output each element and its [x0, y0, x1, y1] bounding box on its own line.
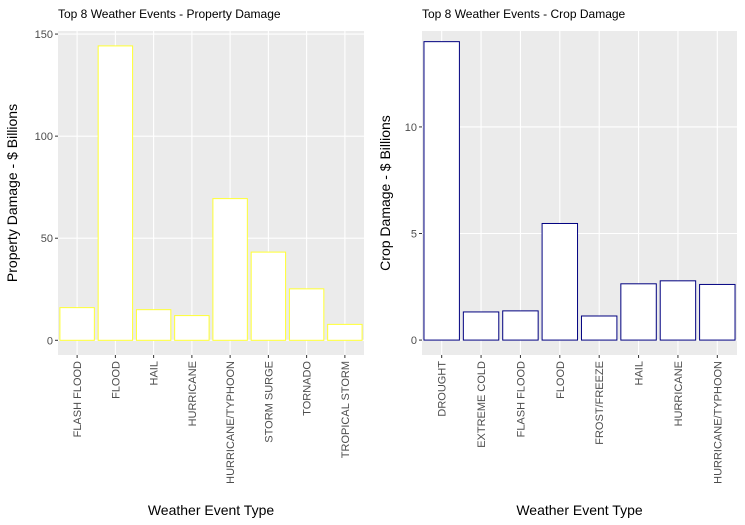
x-tick-label: HAIL: [634, 361, 646, 385]
x-tick-label: TORNADO: [302, 361, 314, 416]
bar: [659, 280, 697, 341]
bar: [502, 310, 539, 341]
y-axis-label: Crop Damage - $ Billions: [377, 115, 393, 271]
x-axis-label: Weather Event Type: [516, 502, 643, 518]
x-tick-label: HURRICANE/TYPHOON: [712, 361, 724, 484]
bar: [212, 198, 248, 341]
x-tick-label: FLOOD: [555, 361, 567, 399]
y-axis-label: Property Damage - $ Billions: [4, 104, 20, 282]
y-tick-label: 0: [47, 335, 53, 347]
y-tick-label: 5: [411, 229, 417, 241]
bar: [620, 283, 657, 341]
bar: [423, 41, 460, 341]
y-tick-label: 150: [35, 29, 53, 41]
x-tick-label: FLASH FLOOD: [515, 361, 527, 437]
bar: [327, 323, 363, 341]
x-tick-label: HURRICANE/TYPHOON: [225, 361, 237, 484]
chart-title: Top 8 Weather Events - Property Damage: [58, 7, 281, 21]
chart-title: Top 8 Weather Events - Crop Damage: [422, 7, 626, 21]
x-tick-label: FLASH FLOOD: [72, 361, 84, 437]
x-tick-label: TROPICAL STORM: [340, 361, 352, 458]
y-tick-label: 100: [35, 131, 53, 143]
x-tick-label: HAIL: [149, 361, 161, 385]
bar: [174, 315, 210, 341]
bar: [250, 251, 287, 341]
bar: [699, 283, 736, 341]
x-tick-label: DROUGHT: [437, 361, 449, 417]
bar: [541, 222, 579, 341]
y-tick-label: 50: [41, 233, 53, 245]
x-tick-label: HURRICANE: [187, 361, 199, 426]
y-tick-label: 10: [405, 122, 417, 134]
bar: [135, 309, 172, 341]
x-tick-label: HURRICANE: [673, 361, 685, 426]
x-axis-label: Weather Event Type: [148, 502, 275, 518]
x-tick-label: EXTREME COLD: [476, 361, 488, 448]
bar: [59, 307, 95, 341]
y-tick-label: 0: [411, 335, 417, 347]
bar: [462, 311, 500, 341]
bar: [288, 288, 325, 341]
bar: [97, 45, 134, 341]
x-tick-label: FLOOD: [110, 361, 122, 399]
x-tick-label: FROST/FREEZE: [594, 361, 606, 445]
x-tick-label: STORM SURGE: [263, 361, 275, 443]
bar: [580, 315, 618, 341]
